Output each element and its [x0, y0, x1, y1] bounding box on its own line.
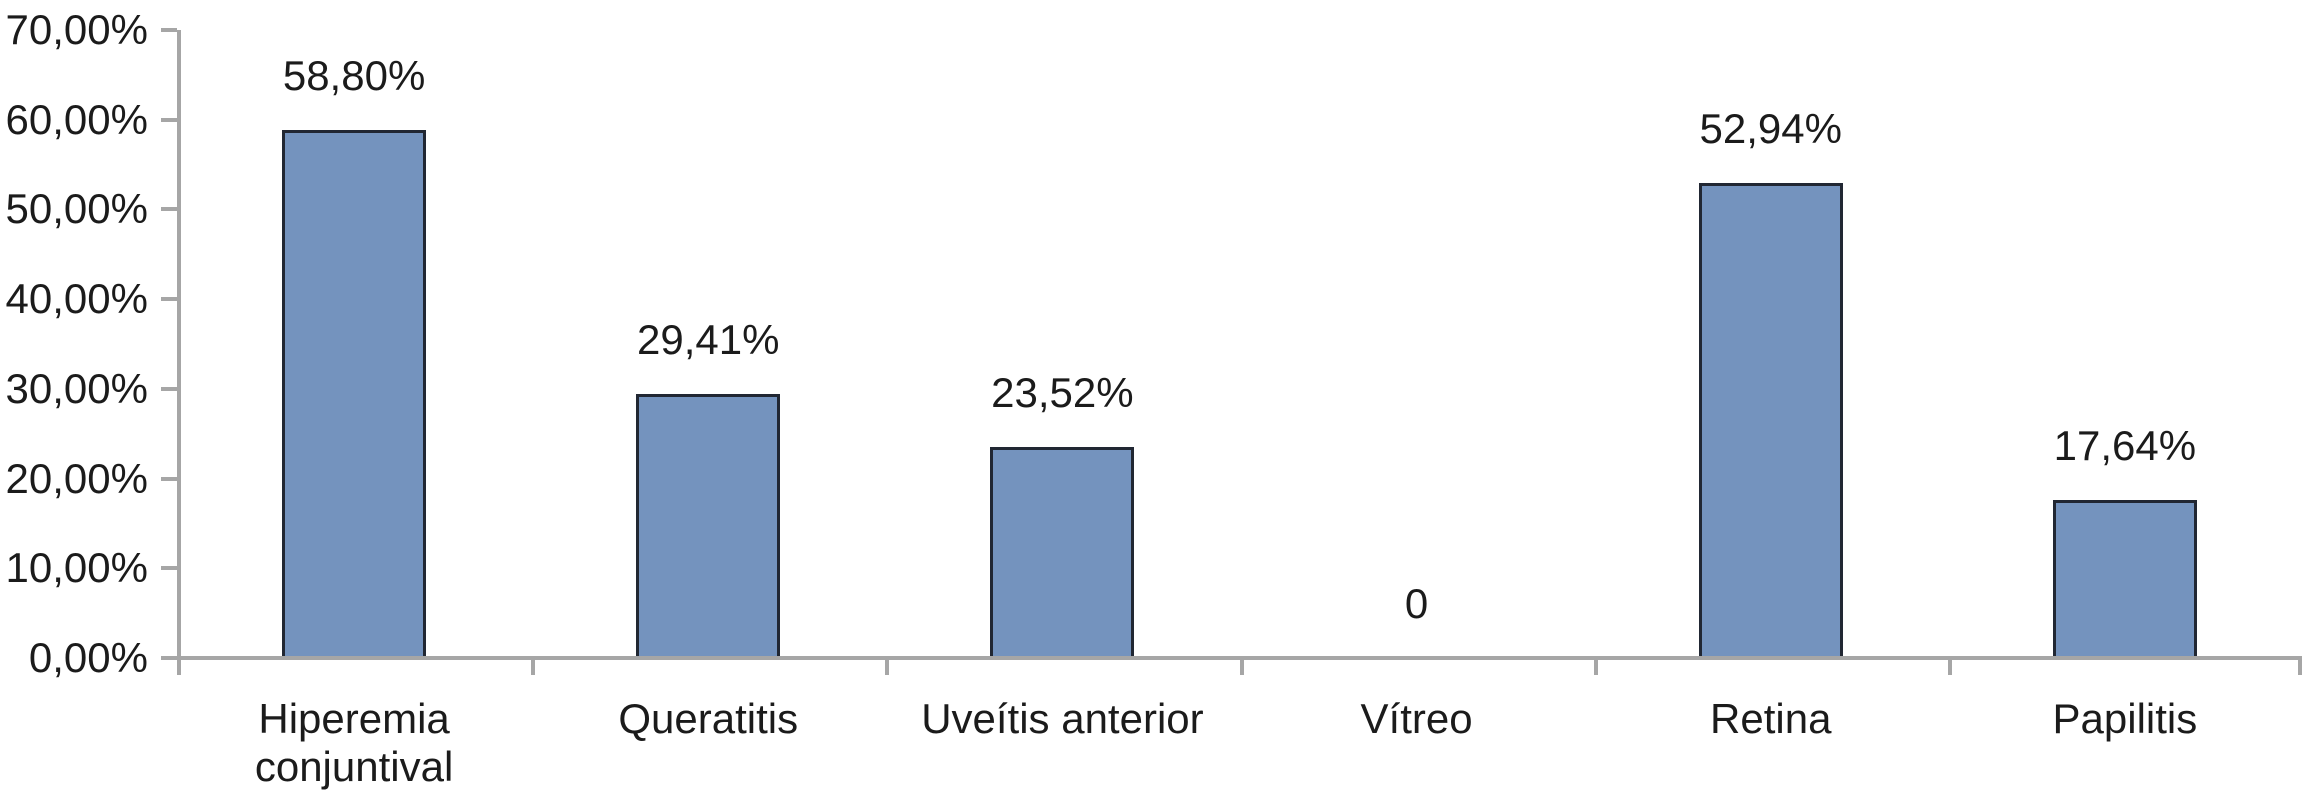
x-axis-tick — [531, 658, 536, 675]
category-label: Queratitis — [618, 695, 799, 742]
bar-value-label: 17,64% — [2053, 421, 2197, 469]
y-axis-tick — [161, 566, 177, 571]
x-axis-tick — [885, 658, 890, 675]
y-axis-tick — [161, 656, 177, 660]
bar-value-label: 52,94% — [1699, 105, 1842, 153]
category-label: Vítreo — [1360, 695, 1473, 742]
y-axis-tick — [161, 117, 177, 122]
bar-value-label: 29,41% — [637, 316, 780, 364]
y-axis-tick-label: 50,00% — [5, 185, 148, 233]
y-axis-line — [177, 30, 181, 673]
y-axis-tick — [161, 476, 177, 481]
y-axis-tick-label: 60,00% — [5, 95, 148, 143]
y-axis-tick — [161, 297, 177, 302]
bar — [282, 130, 427, 656]
category-label: Uveítis anterior — [921, 695, 1204, 742]
x-axis-tick — [177, 658, 181, 675]
bar-value-label: 0 — [1404, 580, 1429, 627]
bar-value-label: 58,80% — [282, 52, 426, 100]
bar — [2052, 499, 2197, 656]
category-label: Hiperemia conjuntival — [254, 695, 454, 790]
x-axis-tick — [1947, 658, 1952, 675]
bar — [1698, 183, 1843, 656]
y-axis-tick-label: 30,00% — [5, 364, 148, 412]
bar-value-label: 23,52% — [991, 368, 1134, 416]
bar — [636, 394, 781, 656]
y-axis-tick-label: 20,00% — [5, 454, 148, 502]
x-axis-tick — [1593, 658, 1598, 675]
y-axis-tick-label: 0,00% — [28, 634, 148, 681]
y-axis-tick-label: 40,00% — [5, 275, 148, 323]
bar — [990, 446, 1135, 656]
y-axis-tick — [161, 207, 177, 212]
x-axis-tick — [1239, 658, 1244, 675]
y-axis-tick-label: 10,00% — [5, 544, 148, 592]
y-axis-tick — [161, 386, 177, 391]
category-label: Retina — [1710, 695, 1832, 742]
x-axis-tick — [2298, 658, 2302, 675]
y-axis-tick-label: 70,00% — [5, 6, 148, 53]
y-axis-tick — [161, 28, 177, 32]
category-label: Papilitis — [2052, 695, 2198, 742]
